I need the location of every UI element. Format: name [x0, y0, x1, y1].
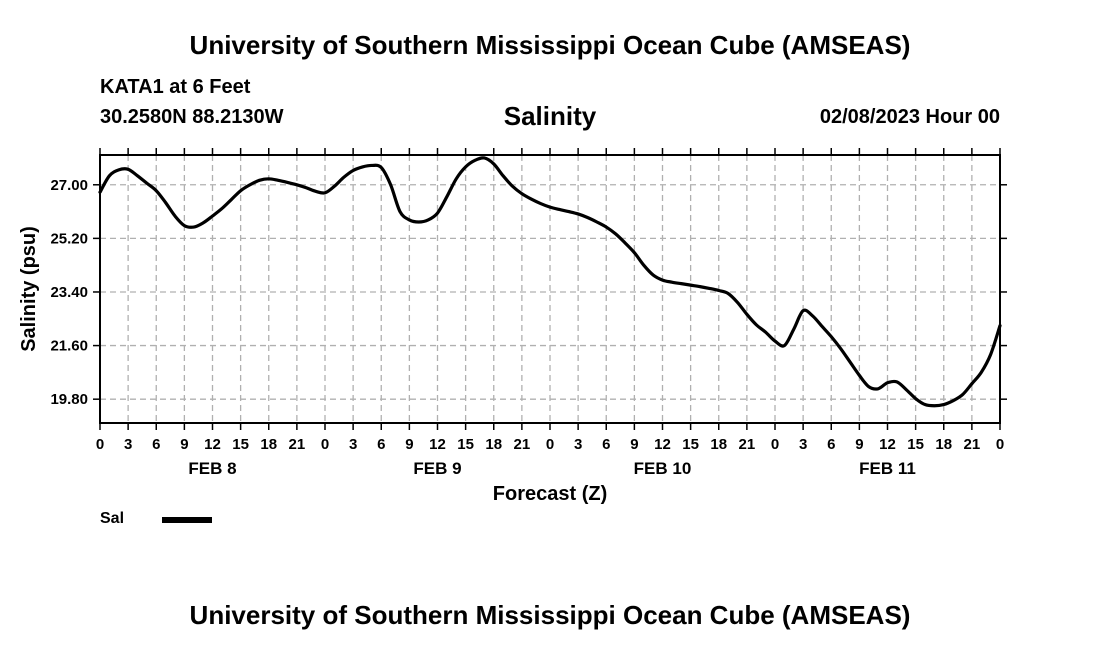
legend-swatch	[162, 517, 212, 523]
y-tick-label: 27.00	[50, 177, 88, 194]
x-tick-label: 15	[232, 436, 249, 453]
x-tick-label: 15	[907, 436, 924, 453]
chart-series	[98, 156, 1002, 408]
day-label: FEB 9	[413, 459, 461, 478]
y-tick-label: 19.80	[50, 391, 88, 408]
x-tick-label: 15	[457, 436, 474, 453]
day-label: FEB 11	[859, 459, 916, 478]
chart-title: Salinity	[503, 101, 597, 131]
top-title: University of Southern Mississippi Ocean…	[189, 30, 911, 60]
x-tick-label: 21	[289, 436, 306, 453]
x-tick-label: 6	[377, 436, 385, 453]
station-name: KATA1 at 6 Feet	[100, 76, 251, 98]
x-tick-label: 15	[682, 436, 699, 453]
x-tick-label: 0	[96, 436, 104, 453]
legend-label: Sal	[100, 510, 125, 527]
y-axis-label: Salinity (psu)	[18, 226, 40, 352]
x-tick-label: 21	[739, 436, 756, 453]
x-tick-label: 3	[349, 436, 357, 453]
x-tick-label: 0	[996, 436, 1004, 453]
day-label: FEB 8	[188, 459, 236, 478]
x-tick-label: 18	[710, 436, 727, 453]
x-tick-label: 18	[260, 436, 277, 453]
x-tick-label: 0	[546, 436, 554, 453]
x-tick-label: 18	[935, 436, 952, 453]
y-tick-label: 21.60	[50, 338, 88, 355]
x-tick-label: 6	[602, 436, 610, 453]
x-tick-label: 6	[827, 436, 835, 453]
x-tick-label: 9	[405, 436, 413, 453]
x-tick-label: 6	[152, 436, 160, 453]
station-coordinates: 30.2580N 88.2130W	[100, 106, 284, 128]
x-tick-label: 9	[630, 436, 638, 453]
x-tick-label: 3	[799, 436, 807, 453]
day-label: FEB 10	[634, 459, 692, 478]
x-tick-label: 12	[429, 436, 446, 453]
x-tick-label: 12	[654, 436, 671, 453]
x-tick-label: 0	[771, 436, 779, 453]
x-tick-label: 3	[574, 436, 582, 453]
x-axis-label: Forecast (Z)	[493, 483, 607, 505]
x-tick-label: 12	[879, 436, 896, 453]
forecast-run-time: 02/08/2023 Hour 00	[819, 106, 1000, 128]
x-tick-label: 21	[964, 436, 981, 453]
x-tick-label: 21	[514, 436, 531, 453]
x-tick-label: 3	[124, 436, 132, 453]
chart-grid	[100, 155, 1000, 423]
salinity-chart: 0 3 6 9 12 15 18 21 0 3 6 9 12 15 18 21 0 3 6 9 12 15 18 21 0 3 6 9…	[18, 148, 1007, 505]
x-tick-label: 12	[204, 436, 221, 453]
bottom-title: University of Southern Mississippi Ocean…	[189, 600, 911, 630]
salinity-line	[98, 156, 1002, 408]
x-tick-label: 9	[180, 436, 188, 453]
y-tick-label: 23.40	[50, 284, 88, 301]
chart-ticks: 0 3 6 9 12 15 18 21 0 3 6 9 12 15 18 21 0 3 6 9 12 15 18 21 0 3 6 9…	[50, 148, 1007, 478]
x-tick-label: 9	[855, 436, 863, 453]
x-tick-label: 0	[321, 436, 329, 453]
y-tick-label: 25.20	[50, 230, 88, 247]
x-tick-label: 18	[485, 436, 502, 453]
